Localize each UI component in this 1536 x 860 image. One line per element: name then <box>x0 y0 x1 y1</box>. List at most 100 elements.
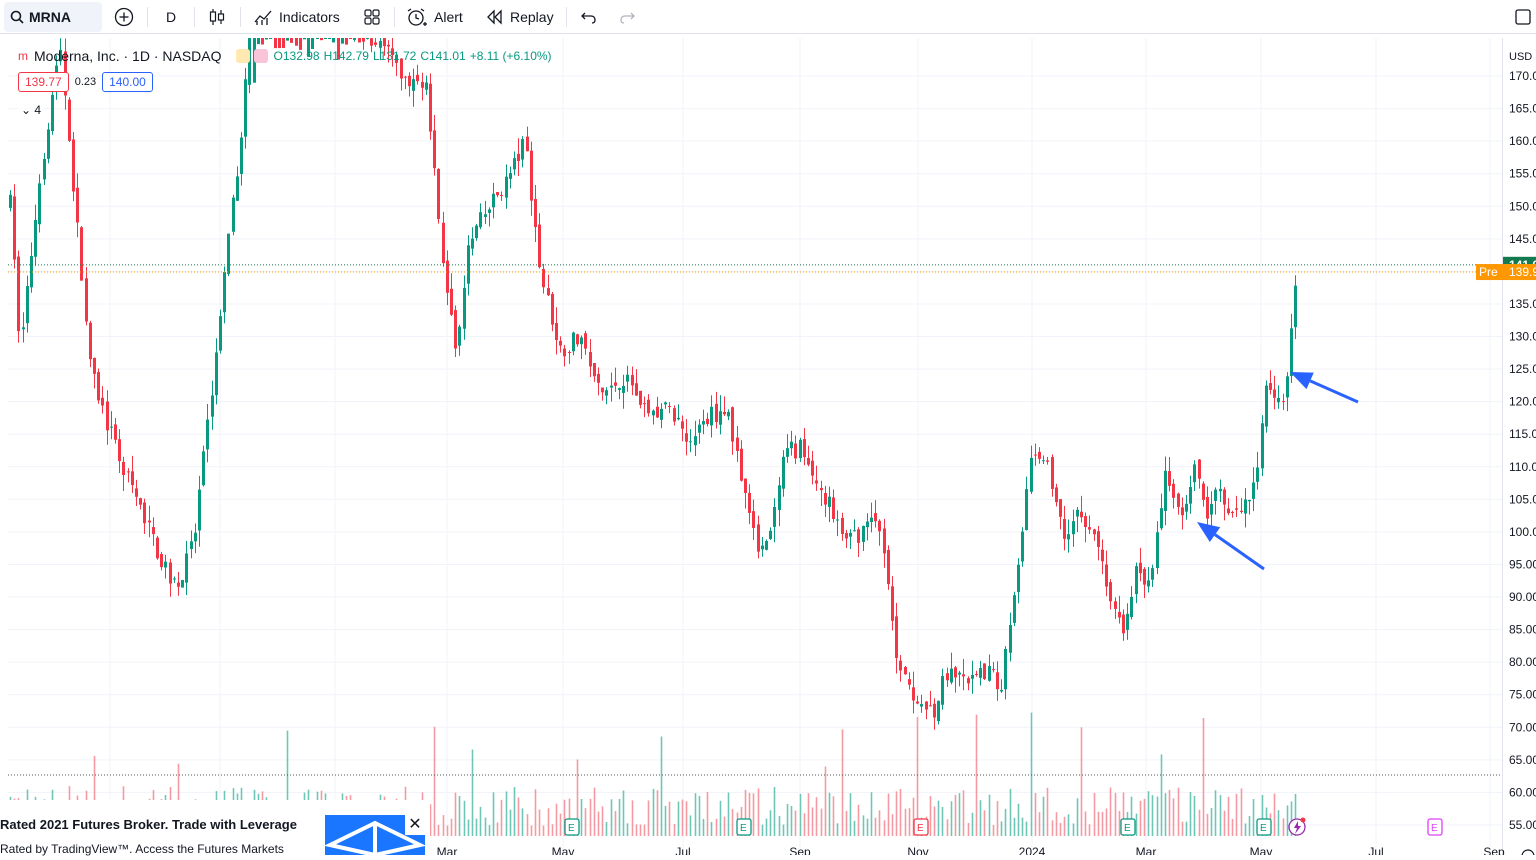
candle-body[interactable] <box>240 137 243 174</box>
candle-body[interactable] <box>1265 385 1268 427</box>
candle-body[interactable] <box>80 227 83 281</box>
candle-body[interactable] <box>1181 507 1184 516</box>
candle-body[interactable] <box>601 387 604 393</box>
candle-body[interactable] <box>446 260 449 293</box>
candle-body[interactable] <box>929 705 932 707</box>
candle-body[interactable] <box>463 287 466 329</box>
candle-body[interactable] <box>324 38 327 39</box>
candle-body[interactable] <box>76 187 79 223</box>
candle-body[interactable] <box>337 38 340 60</box>
candle-body[interactable] <box>769 530 772 540</box>
candle-body[interactable] <box>1290 328 1293 376</box>
candle-body[interactable] <box>1130 597 1133 618</box>
fullscreen-button[interactable] <box>1514 0 1534 34</box>
replay-button[interactable]: Replay <box>486 0 556 34</box>
candle-body[interactable] <box>1105 564 1108 587</box>
candle-body[interactable] <box>1240 510 1243 513</box>
candle-body[interactable] <box>370 38 373 46</box>
candle-body[interactable] <box>1206 496 1209 519</box>
candle-body[interactable] <box>353 38 356 40</box>
candle-body[interactable] <box>639 390 642 405</box>
candle-body[interactable] <box>962 674 965 677</box>
candle-body[interactable] <box>526 136 529 152</box>
candle-body[interactable] <box>286 38 289 41</box>
candle-body[interactable] <box>505 176 508 198</box>
candle-body[interactable] <box>274 38 277 49</box>
candle-body[interactable] <box>891 586 894 621</box>
candle-body[interactable] <box>127 471 130 473</box>
candle-body[interactable] <box>643 403 646 405</box>
candle-body[interactable] <box>26 286 29 324</box>
candle-body[interactable] <box>740 448 743 481</box>
candle-body[interactable] <box>538 224 541 268</box>
candle-body[interactable] <box>715 403 718 423</box>
candle-body[interactable] <box>412 79 415 91</box>
candle-body[interactable] <box>223 272 226 313</box>
candle-body[interactable] <box>551 293 554 325</box>
candle-body[interactable] <box>1021 531 1024 562</box>
candle-body[interactable] <box>815 480 818 484</box>
candle-body[interactable] <box>517 153 520 161</box>
candle-body[interactable] <box>1067 534 1070 540</box>
candle-body[interactable] <box>853 530 856 532</box>
candle-body[interactable] <box>484 214 487 217</box>
candle-body[interactable] <box>1109 582 1112 602</box>
templates-button[interactable] <box>361 0 383 34</box>
annotation-arrow-head[interactable] <box>1290 372 1314 390</box>
candle-body[interactable] <box>1223 489 1226 505</box>
candle-body[interactable] <box>152 527 155 535</box>
candle-body[interactable] <box>139 498 142 505</box>
candle-body[interactable] <box>1013 595 1016 623</box>
candle-body[interactable] <box>404 76 407 78</box>
indicators-collapse-toggle[interactable]: ⌄ 4 <box>18 102 45 118</box>
compare-symbol-button[interactable] <box>112 0 136 34</box>
ad-banner[interactable]: Rated 2021 Futures Broker. Trade with Le… <box>0 800 430 858</box>
candle-body[interactable] <box>93 357 96 374</box>
candle-body[interactable] <box>689 441 692 443</box>
candle-body[interactable] <box>1273 389 1276 398</box>
candle-body[interactable] <box>303 38 306 40</box>
candle-body[interactable] <box>1135 566 1138 595</box>
candle-body[interactable] <box>1000 689 1003 692</box>
earnings-marker[interactable] <box>1427 818 1443 836</box>
candle-body[interactable] <box>13 196 16 260</box>
indicators-button[interactable]: Indicators <box>253 0 345 34</box>
undo-button[interactable] <box>578 0 600 34</box>
candle-body[interactable] <box>1282 401 1285 403</box>
candle-body[interactable] <box>967 678 970 684</box>
candle-body[interactable] <box>1256 467 1259 482</box>
candle-body[interactable] <box>597 373 600 383</box>
candle-body[interactable] <box>177 582 180 587</box>
candle-body[interactable] <box>954 667 957 678</box>
candle-body[interactable] <box>1101 549 1104 562</box>
candle-body[interactable] <box>933 703 936 718</box>
candle-body[interactable] <box>656 406 659 418</box>
candle-body[interactable] <box>610 385 613 388</box>
candle-body[interactable] <box>164 561 167 568</box>
candle-body[interactable] <box>1025 489 1028 531</box>
candle-body[interactable] <box>988 666 991 681</box>
candle-body[interactable] <box>1156 532 1159 568</box>
candle-body[interactable] <box>391 48 394 56</box>
candle-body[interactable] <box>530 150 533 201</box>
candle-body[interactable] <box>744 478 747 494</box>
candle-body[interactable] <box>131 471 134 486</box>
candle-body[interactable] <box>1118 611 1121 618</box>
candle-body[interactable] <box>416 74 419 82</box>
candle-body[interactable] <box>299 38 302 50</box>
candle-body[interactable] <box>1168 471 1171 486</box>
candle-body[interactable] <box>34 219 37 257</box>
candle-body[interactable] <box>454 310 457 349</box>
candle-body[interactable] <box>824 493 827 505</box>
candle-body[interactable] <box>383 38 386 47</box>
annotation-arrow-shaft[interactable] <box>1214 533 1265 571</box>
candle-body[interactable] <box>584 333 587 349</box>
candle-body[interactable] <box>1051 457 1054 489</box>
candle-body[interactable] <box>488 209 491 213</box>
candle-body[interactable] <box>1017 564 1020 592</box>
candle-body[interactable] <box>257 38 260 45</box>
close-icon[interactable]: ✕ <box>405 815 425 835</box>
candle-body[interactable] <box>362 38 365 42</box>
bid-price-box[interactable]: 139.77 <box>18 72 69 92</box>
candle-body[interactable] <box>925 701 928 710</box>
